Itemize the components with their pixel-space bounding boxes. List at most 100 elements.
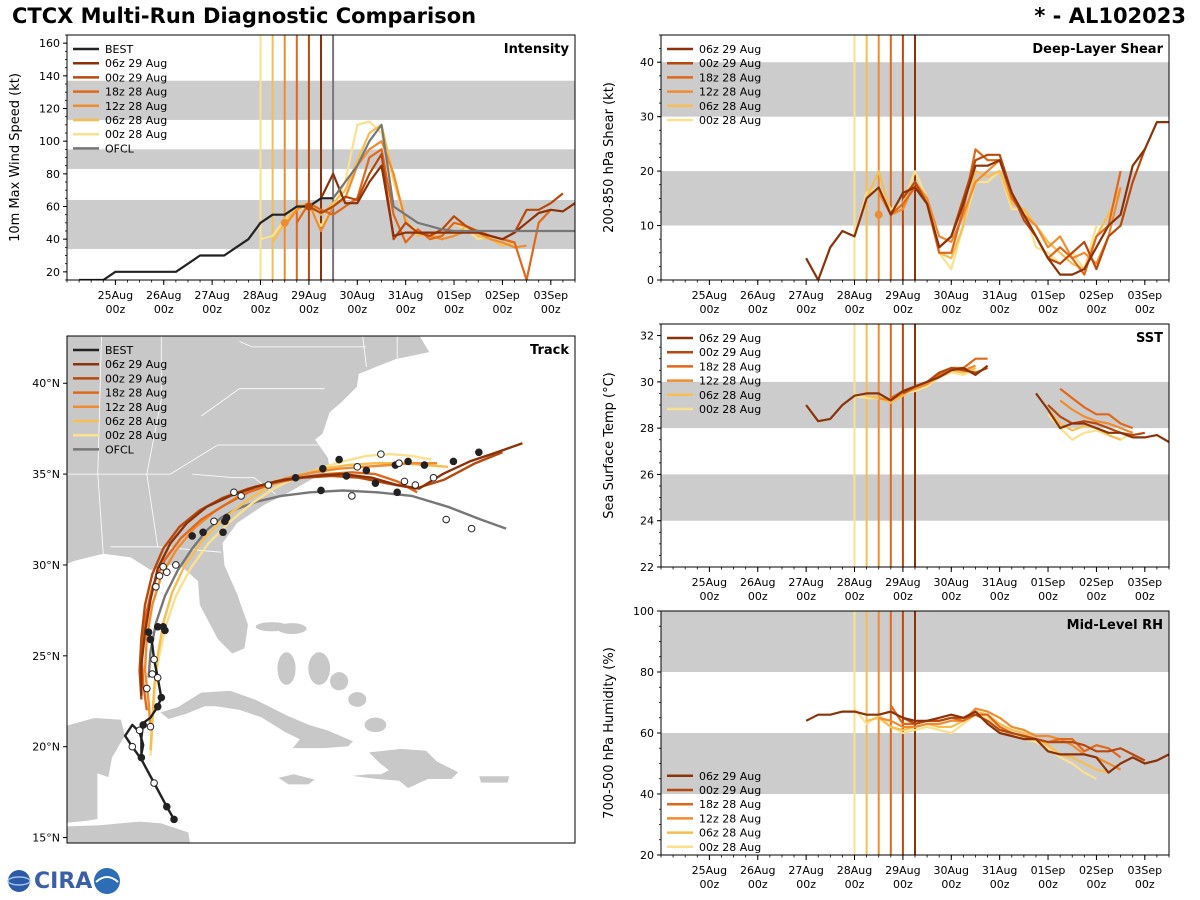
- land-bahamas-island: [364, 717, 387, 733]
- x-tick-label: 02Sep: [1079, 289, 1114, 302]
- storm-id: * - AL102023: [1034, 4, 1186, 28]
- state-border: [362, 336, 367, 367]
- track-point: [146, 635, 155, 644]
- legend-label-00z-29-Aug: 00z 29 Aug: [699, 346, 761, 359]
- cira-logo: CIRA: [6, 866, 122, 896]
- track-point: [152, 582, 160, 591]
- x-tick-label: 00z: [1038, 303, 1058, 316]
- legend-label-00z-28-Aug: 00z 28 Aug: [699, 403, 761, 416]
- y-tick-label: 22: [640, 561, 654, 574]
- x-tick-label: 27Aug: [788, 576, 823, 589]
- series-line-00z-29-Aug-b: [1047, 404, 1146, 437]
- series-line-06z-29-Aug: [320, 164, 575, 241]
- x-tick-label: 00z: [893, 590, 913, 603]
- x-tick-label: 00z: [845, 590, 865, 603]
- track-point: [335, 455, 343, 464]
- legend-label-12z-28-Aug: 12z 28 Aug: [105, 100, 167, 113]
- track-point: [150, 779, 158, 787]
- track-point: [161, 626, 169, 635]
- x-tick-label: 00z: [541, 303, 561, 316]
- legend-label-BEST: BEST: [105, 344, 133, 357]
- x-tick-label: 03Sep: [1127, 289, 1162, 302]
- legend-label-18z-28-Aug: 18z 28 Aug: [699, 360, 761, 373]
- x-tick-label: 00z: [396, 303, 416, 316]
- track-line-18z-28-Aug: [140, 471, 418, 711]
- track-point: [153, 673, 162, 682]
- x-tick-label: 27Aug: [788, 864, 823, 877]
- x-tick-label: 00z: [1087, 590, 1107, 603]
- track-point: [143, 684, 151, 693]
- track-point: [199, 528, 207, 537]
- panel-label: Mid-Level RH: [1067, 618, 1163, 633]
- x-tick-label: 00z: [748, 878, 768, 891]
- y-tick-label: 80: [46, 168, 60, 181]
- x-tick-label: 00z: [845, 303, 865, 316]
- track-point: [449, 457, 458, 466]
- x-tick-label: 00z: [347, 303, 367, 316]
- track-point: [144, 628, 153, 637]
- x-tick-label: 00z: [1087, 303, 1107, 316]
- x-tick-label: 00z: [699, 878, 719, 891]
- track-point: [353, 463, 362, 471]
- y-tick-label: 160: [39, 37, 60, 50]
- x-tick-label: 00z: [1087, 878, 1107, 891]
- y-tick-label: 10: [640, 220, 654, 233]
- y-tick-label: 0: [647, 274, 654, 287]
- x-tick-label: 00z: [444, 303, 464, 316]
- panel-label: SST: [1136, 331, 1163, 346]
- legend-label-00z-29-Aug: 00z 29 Aug: [699, 784, 761, 797]
- land-bahamas-island: [255, 622, 289, 632]
- x-tick-label: 28Aug: [837, 864, 872, 877]
- x-tick-label: 31Aug: [982, 576, 1017, 589]
- track-point: [442, 515, 450, 524]
- x-tick-label: 00z: [941, 878, 961, 891]
- series-line-06z-28-Aug-b: [1047, 408, 1121, 441]
- land-hispaniola: [348, 748, 460, 789]
- land-bahamas-island: [348, 692, 367, 707]
- track-point: [362, 466, 371, 475]
- y-tick-label: 20: [640, 849, 654, 862]
- track-point: [429, 473, 438, 482]
- legend-label-18z-28-Aug: 18z 28 Aug: [699, 798, 761, 811]
- x-tick-label: 00z: [299, 303, 319, 316]
- land-yucatan: [67, 717, 126, 824]
- marker-12z-28-Aug: [874, 210, 883, 219]
- y-tick-label: 40: [46, 233, 60, 246]
- x-tick-label: 29Aug: [885, 576, 920, 589]
- land-honduras: [67, 820, 191, 843]
- y-tick-label: 40: [640, 56, 654, 69]
- y-tick-label: 80: [640, 666, 654, 679]
- track-point: [237, 492, 245, 500]
- x-tick-label: 00z: [796, 590, 816, 603]
- track-point: [155, 572, 164, 580]
- legend-label-00z-29-Aug: 00z 29 Aug: [699, 57, 761, 70]
- x-tick-label: 00z: [1038, 878, 1058, 891]
- land-bahamas-island: [308, 652, 331, 685]
- track-point: [170, 815, 178, 824]
- track-point: [188, 532, 196, 540]
- series-line-06z-29-Aug-b: [1035, 392, 1169, 443]
- y-tick-label: 26: [640, 468, 654, 481]
- x-tick-label: 00z: [251, 303, 271, 316]
- x-tick-label: 00z: [990, 590, 1010, 603]
- globe-icon: [7, 870, 31, 892]
- track-point: [137, 753, 146, 762]
- x-tick-label: 30Aug: [934, 289, 969, 302]
- lat-tick-label: 25°N: [32, 650, 60, 663]
- x-tick-label: 25Aug: [692, 289, 727, 302]
- series-line-00z-29-Aug: [902, 713, 1146, 762]
- legend-label-06z-28-Aug: 06z 28 Aug: [699, 100, 761, 113]
- plot-area: [661, 324, 1169, 567]
- land-puerto-rico: [478, 775, 511, 784]
- track-point: [150, 655, 158, 664]
- legend-label-00z-28-Aug: 00z 28 Aug: [105, 429, 167, 442]
- cira-emblem-icon: [94, 868, 121, 894]
- track-line-OFCL: [147, 489, 507, 678]
- track-point: [159, 562, 167, 571]
- x-tick-label: 29Aug: [885, 289, 920, 302]
- y-tick-label: 24: [640, 515, 654, 528]
- legend-label-06z-28-Aug: 06z 28 Aug: [699, 389, 761, 402]
- x-tick-label: 28Aug: [243, 289, 278, 302]
- x-tick-label: 00z: [748, 303, 768, 316]
